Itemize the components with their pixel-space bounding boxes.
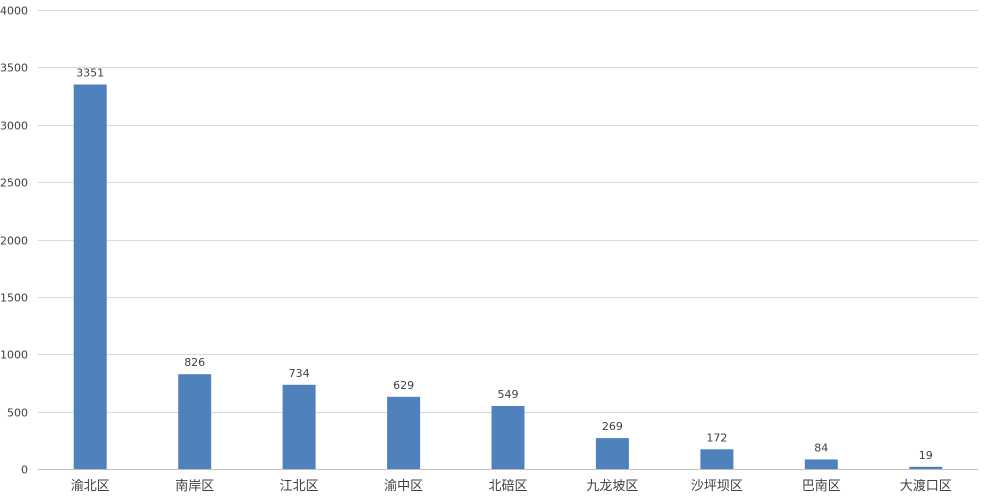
bar xyxy=(491,406,525,469)
bar xyxy=(595,438,629,469)
data-label: 549 xyxy=(498,388,519,401)
x-tick-label: 九龙坡区 xyxy=(586,479,638,494)
bar xyxy=(804,459,838,469)
y-tick-label: 3500 xyxy=(0,62,28,75)
bar xyxy=(282,384,316,469)
data-label: 3351 xyxy=(76,67,104,80)
data-label: 172 xyxy=(706,431,727,444)
data-label: 19 xyxy=(919,449,933,462)
y-tick-label: 1000 xyxy=(0,349,28,362)
x-tick-label: 沙坪坝区 xyxy=(691,479,743,494)
y-tick-label: 500 xyxy=(7,407,28,420)
bar xyxy=(387,396,421,469)
y-tick-label: 1500 xyxy=(0,292,28,305)
x-tick-label: 渝北区 xyxy=(71,478,110,494)
data-label: 84 xyxy=(814,441,828,454)
data-label: 826 xyxy=(184,356,205,369)
x-tick-label: 南岸区 xyxy=(175,478,214,494)
x-tick-label: 渝中区 xyxy=(384,478,423,494)
y-tick-label: 2500 xyxy=(0,177,28,190)
data-label: 629 xyxy=(393,379,414,392)
data-label: 269 xyxy=(602,420,623,433)
y-axis: 0 500 1000 1500 2000 2500 3000 3500 4000 xyxy=(0,5,28,477)
x-tick-label: 大渡口区 xyxy=(900,478,952,494)
y-tick-label: 2000 xyxy=(0,235,28,248)
bar xyxy=(700,449,734,469)
x-tick-label: 江北区 xyxy=(280,479,319,494)
y-tick-label: 0 xyxy=(21,464,28,477)
data-label: 734 xyxy=(289,367,310,380)
bar xyxy=(178,374,212,469)
bars xyxy=(73,84,943,469)
x-axis: 渝北区 南岸区 江北区 渝中区 北碚区 九龙坡区 沙坪坝区 巴南区 大渡口区 xyxy=(71,478,952,494)
y-tick-label: 4000 xyxy=(0,5,28,18)
y-tick-label: 3000 xyxy=(0,120,28,133)
bar xyxy=(73,84,107,469)
x-tick-label: 巴南区 xyxy=(802,478,841,494)
bar xyxy=(909,466,943,469)
x-tick-label: 北碚区 xyxy=(488,479,527,494)
data-labels: 3351 826 734 629 549 269 172 84 19 xyxy=(76,67,933,462)
